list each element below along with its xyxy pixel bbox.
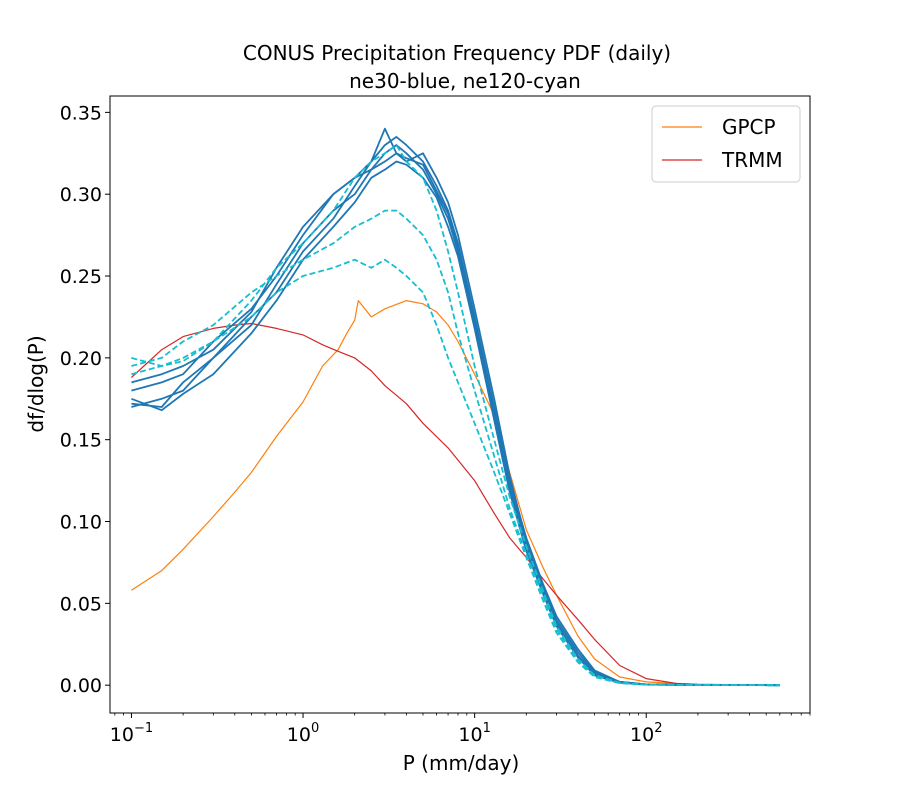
series-layer	[130, 127, 780, 687]
y-axis-label: df/dlog(P)	[24, 335, 48, 432]
series-line-ne120-run-1	[131, 144, 780, 687]
y-tick-label: 0.25	[60, 266, 102, 288]
x-tick-label: 100	[287, 721, 319, 746]
x-axis-label: P (mm/day)	[403, 751, 520, 775]
y-tick-label: 0.10	[60, 512, 102, 534]
series-line-ne30-run-4	[131, 160, 780, 687]
chart-subtitle: ne30-blue, ne120-cyan	[349, 69, 581, 93]
y-tick-label: 0.05	[60, 593, 102, 615]
y-tick-label: 0.35	[60, 102, 102, 124]
y-axis-ticks: 0.00 0.05 0.10 0.15 0.20 0.25 0.30 0.35	[60, 102, 110, 697]
axes-frame	[109, 95, 811, 714]
x-tick-label: 102	[630, 721, 662, 746]
series-line-ne30-run-3	[131, 127, 780, 687]
series-line-trmm	[130, 322, 780, 686]
plot-area: 10−1 100 101 102 0.000.050.100.150.200.250.…	[60, 95, 811, 746]
legend-label-gpcp: GPCP	[722, 115, 776, 139]
chart-title: CONUS Precipitation Frequency PDF (daily…	[243, 41, 671, 65]
series-line-ne30-run-2	[131, 135, 780, 687]
y-tick-label: 0.15	[60, 430, 102, 452]
series-line-ne120-run-2	[131, 209, 780, 687]
series-line-gpcp	[131, 300, 780, 686]
x-tick-label: 10−1	[110, 721, 153, 746]
x-tick-label: 101	[458, 721, 490, 746]
series-line-ne120-run-3	[131, 258, 780, 687]
y-tick-label: 0.00	[60, 675, 102, 697]
series-line-ne30-run-1	[131, 144, 780, 687]
x-axis-ticks: 10−1 100 101 102	[110, 713, 811, 746]
y-tick-label: 0.20	[60, 348, 102, 370]
legend-box	[651, 105, 801, 183]
y-tick-label: 0.30	[60, 184, 102, 206]
legend: GPCP TRMM	[651, 105, 801, 183]
legend-label-trmm: TRMM	[721, 148, 783, 172]
